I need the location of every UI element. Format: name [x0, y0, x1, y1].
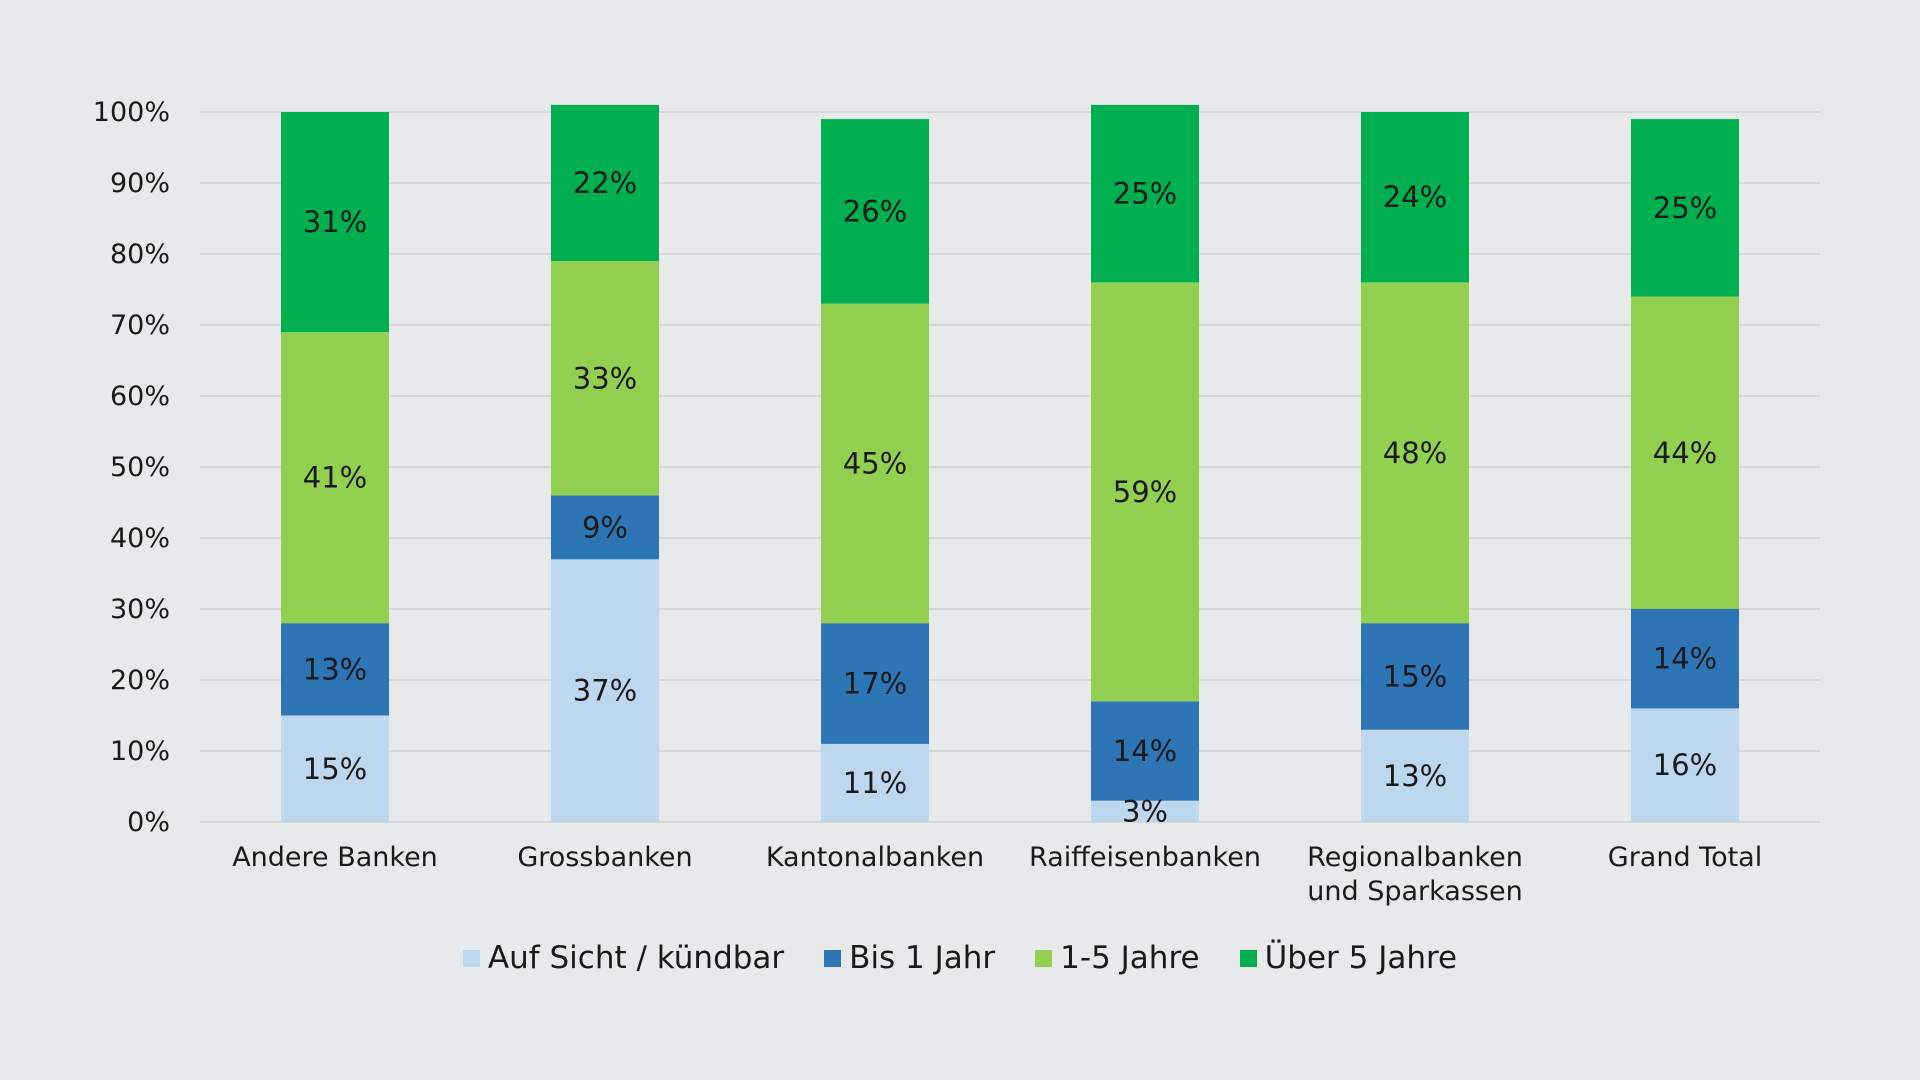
- legend-swatch: [1239, 949, 1257, 967]
- bar-segment: [821, 303, 929, 624]
- legend-swatch: [1035, 949, 1053, 967]
- data-label: 48%: [1383, 436, 1447, 470]
- bar-segment: [1631, 609, 1739, 709]
- legend-item: 1-5 Jahre: [1035, 940, 1200, 976]
- bar-segment: [1631, 119, 1739, 297]
- data-label: 31%: [303, 205, 367, 239]
- data-label: 44%: [1653, 436, 1717, 470]
- y-tick-label: 40%: [110, 523, 170, 554]
- x-category-label: Andere Banken: [232, 842, 438, 873]
- bar-segment: [551, 559, 659, 822]
- data-label: 41%: [303, 461, 367, 495]
- x-category-label: Raiffeisenbanken: [1029, 842, 1261, 873]
- bar-segment: [1091, 800, 1199, 822]
- bar-segment: [1361, 112, 1469, 283]
- y-tick-label: 20%: [110, 665, 170, 696]
- x-category-label: Grossbanken: [517, 842, 692, 873]
- bar-segment: [1361, 623, 1469, 730]
- bar-segment: [1091, 701, 1199, 801]
- y-tick-label: 80%: [110, 239, 170, 270]
- y-tick-label: 10%: [110, 736, 170, 767]
- bar-segment: [1631, 296, 1739, 609]
- y-tick-label: 100%: [93, 97, 170, 128]
- y-tick-label: 70%: [110, 310, 170, 341]
- data-label: 15%: [1383, 659, 1447, 693]
- legend-item: Über 5 Jahre: [1239, 940, 1458, 976]
- bar-segment: [551, 104, 659, 262]
- chart-legend: Auf Sicht / kündbar Bis 1 Jahr 1-5 Jahre Üb…: [0, 940, 1920, 976]
- data-label: 45%: [843, 446, 907, 480]
- data-label: 13%: [303, 652, 367, 686]
- x-category-label: Kantonalbanken: [766, 842, 984, 873]
- legend-label: Auf Sicht / kündbar: [487, 940, 785, 976]
- bar-segment: [1361, 282, 1469, 624]
- legend-item: Bis 1 Jahr: [824, 940, 995, 976]
- data-label: 59%: [1113, 475, 1177, 509]
- data-label: 11%: [843, 766, 907, 800]
- data-label: 22%: [573, 166, 637, 200]
- data-label: 16%: [1653, 748, 1717, 782]
- y-tick-label: 90%: [110, 168, 170, 199]
- bar-segment: [821, 623, 929, 744]
- y-tick-label: 30%: [110, 594, 170, 625]
- data-label: 33%: [573, 361, 637, 395]
- legend-label: Bis 1 Jahr: [849, 940, 996, 976]
- data-label: 3%: [1122, 794, 1168, 828]
- bar-segment: [1361, 729, 1469, 822]
- bar-segment: [1631, 708, 1739, 822]
- bar-segment: [821, 119, 929, 304]
- legend-swatch: [462, 949, 480, 967]
- data-label: 17%: [843, 667, 907, 701]
- bar-segment: [821, 743, 929, 822]
- x-category-label: Regionalbanken: [1307, 842, 1523, 873]
- data-label: 14%: [1113, 734, 1177, 768]
- data-labels: 15% 13% 41% 31% 37% 9% 33% 22% 11% 17% 45% 26% 3% 14%…: [303, 166, 1717, 828]
- bar-segment: [1091, 104, 1199, 283]
- data-label: 26%: [843, 194, 907, 228]
- data-label: 37%: [573, 674, 637, 708]
- data-label: 14%: [1653, 642, 1717, 676]
- legend-label: Über 5 Jahre: [1264, 940, 1458, 976]
- bar-segment: [281, 715, 389, 822]
- data-label: 13%: [1383, 759, 1447, 793]
- legend-swatch: [824, 949, 842, 967]
- y-axis: 0% 10% 20% 30% 40% 50% 60% 70% 80% 90% 100%: [93, 97, 1820, 838]
- data-label: 9%: [582, 510, 628, 544]
- y-tick-label: 60%: [110, 381, 170, 412]
- bar-segment: [281, 623, 389, 716]
- legend-label: 1-5 Jahre: [1060, 940, 1200, 976]
- x-category-label: und Sparkassen: [1307, 876, 1522, 907]
- legend-item: Auf Sicht / kündbar: [462, 940, 785, 976]
- bars: [281, 104, 1739, 822]
- data-label: 25%: [1113, 177, 1177, 211]
- x-category-label: Grand Total: [1608, 842, 1762, 873]
- data-label: 24%: [1383, 180, 1447, 214]
- y-tick-label: 0%: [127, 807, 170, 838]
- bar-segment: [281, 332, 389, 624]
- y-tick-label: 50%: [110, 452, 170, 483]
- bar-segment: [281, 112, 389, 333]
- data-label: 25%: [1653, 191, 1717, 225]
- data-label: 15%: [303, 752, 367, 786]
- bar-segment: [1091, 282, 1199, 702]
- bar-segment: [551, 261, 659, 496]
- bar-segment: [551, 495, 659, 560]
